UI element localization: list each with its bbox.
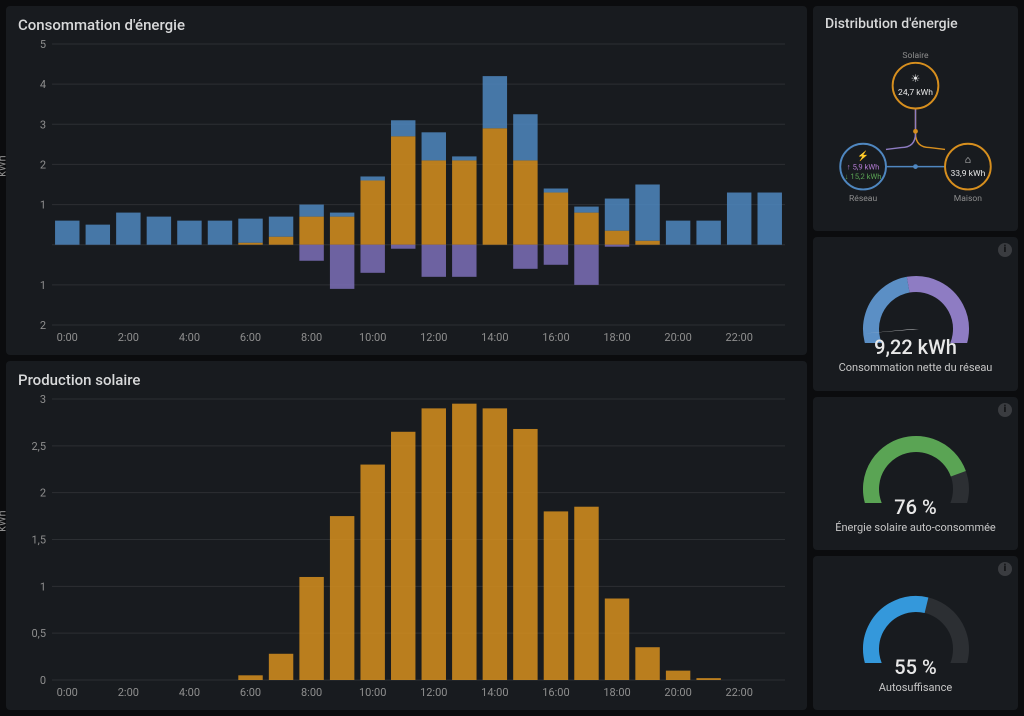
svg-text:0:00: 0:00 — [57, 331, 78, 344]
distribution-panel: Distribution d'énergie ☀ 24,7 kWh Solaire ⚡… — [813, 6, 1018, 231]
info-icon[interactable]: i — [998, 562, 1012, 576]
gauge-selfcons-label: Énergie solaire auto-consommée — [835, 521, 996, 534]
info-icon[interactable]: i — [998, 243, 1012, 257]
gauge-net-panel: i 9,22 kWh Consommation nette du réseau — [813, 237, 1018, 391]
svg-text:8:00: 8:00 — [301, 686, 322, 699]
gauge-net-label: Consommation nette du réseau — [839, 361, 993, 374]
svg-text:Maison: Maison — [954, 194, 983, 204]
svg-text:16:00: 16:00 — [542, 331, 569, 344]
svg-text:0: 0 — [40, 674, 46, 687]
svg-text:6:00: 6:00 — [240, 686, 261, 699]
svg-text:14:00: 14:00 — [481, 686, 508, 699]
svg-text:⌂: ⌂ — [965, 153, 971, 166]
svg-text:2:00: 2:00 — [118, 331, 139, 344]
consumption-ylabel: kWh — [0, 155, 9, 176]
gauge-selfcons — [836, 413, 996, 503]
svg-text:1,5: 1,5 — [31, 534, 46, 547]
svg-text:20:00: 20:00 — [664, 331, 691, 344]
consumption-panel: Consommation d'énergie kWh 12345120:002:… — [6, 6, 807, 355]
gauge-net — [836, 253, 996, 343]
svg-text:14:00: 14:00 — [481, 331, 508, 344]
svg-text:2: 2 — [40, 319, 46, 332]
svg-text:Solaire: Solaire — [902, 51, 929, 61]
gauge-net-value: 9,22 kWh — [874, 335, 957, 359]
solar-chart-area: 0 0,5 1 1,5 2 2,5 3 0:00 2:00 4:00 6:00 8:00 10:00 12… — [18, 395, 795, 700]
svg-text:24,7 kWh: 24,7 kWh — [898, 88, 933, 98]
solar-title: Production solaire — [18, 371, 795, 389]
gauge-selfcons-panel: i 76 % Énergie solaire auto-consommée — [813, 397, 1018, 551]
distribution-diagram[interactable]: ☀ 24,7 kWh Solaire ⚡↑ 5,9 kWh↓ 15,2 kWh Rése… — [825, 36, 1006, 221]
consumption-chart-area: 12345120:002:004:006:008:0010:0012:0014:… — [18, 40, 795, 345]
distribution-title: Distribution d'énergie — [825, 16, 1006, 32]
info-icon[interactable]: i — [998, 403, 1012, 417]
svg-text:↑ 5,9 kWh: ↑ 5,9 kWh — [847, 162, 879, 171]
solar-chart[interactable]: 0 0,5 1 1,5 2 2,5 3 0:00 2:00 4:00 6:00 8:00 10:00 12… — [18, 395, 795, 700]
svg-text:18:00: 18:00 — [603, 686, 630, 699]
svg-text:4:00: 4:00 — [179, 686, 200, 699]
consumption-title: Consommation d'énergie — [18, 16, 795, 34]
solar-ylabel: kWh — [0, 510, 9, 531]
svg-text:16:00: 16:00 — [542, 686, 569, 699]
gauge-autosuf-label: Autosuffisance — [879, 681, 952, 694]
svg-text:33,9 kWh: 33,9 kWh — [950, 169, 985, 179]
svg-text:2: 2 — [40, 487, 46, 500]
svg-text:12:00: 12:00 — [420, 686, 447, 699]
solar-panel: Production solaire kWh 00,511,522,530:00… — [6, 361, 807, 710]
svg-text:⚡: ⚡ — [857, 150, 869, 162]
svg-text:10:00: 10:00 — [359, 686, 386, 699]
gauge-selfcons-value: 76 % — [894, 495, 936, 519]
svg-text:4:00: 4:00 — [179, 331, 200, 344]
svg-text:3: 3 — [40, 395, 46, 406]
svg-text:2: 2 — [40, 158, 46, 171]
svg-text:22:00: 22:00 — [725, 686, 752, 699]
gauge-autosuf-value: 55 % — [894, 655, 936, 679]
right-column: Distribution d'énergie ☀ 24,7 kWh Solaire ⚡… — [813, 6, 1018, 710]
svg-text:1: 1 — [40, 199, 46, 212]
consumption-chart[interactable]: 12345120:002:004:006:008:0010:0012:0014:… — [18, 40, 795, 345]
svg-text:0:00: 0:00 — [57, 686, 78, 699]
svg-text:↓ 15,2 kWh: ↓ 15,2 kWh — [845, 172, 882, 181]
svg-text:20:00: 20:00 — [664, 686, 691, 699]
svg-text:3: 3 — [40, 118, 46, 131]
svg-text:22:00: 22:00 — [725, 331, 752, 344]
svg-text:5: 5 — [40, 40, 46, 51]
svg-text:18:00: 18:00 — [603, 331, 630, 344]
svg-text:1: 1 — [40, 279, 46, 292]
left-column: Consommation d'énergie kWh 12345120:002:… — [6, 6, 807, 710]
svg-text:Réseau: Réseau — [849, 194, 877, 204]
svg-text:0,5: 0,5 — [31, 627, 46, 640]
svg-text:12:00: 12:00 — [420, 331, 447, 344]
gauge-autosuf — [836, 573, 996, 663]
gauge-autosuf-panel: i 55 % Autosuffisance — [813, 556, 1018, 710]
svg-text:10:00: 10:00 — [359, 331, 386, 344]
svg-text:1: 1 — [40, 580, 46, 593]
svg-text:☀: ☀ — [911, 72, 920, 85]
svg-text:2,5: 2,5 — [31, 440, 46, 453]
svg-text:2:00: 2:00 — [118, 686, 139, 699]
svg-text:8:00: 8:00 — [301, 331, 322, 344]
svg-text:4: 4 — [40, 78, 46, 91]
svg-text:6:00: 6:00 — [240, 331, 261, 344]
